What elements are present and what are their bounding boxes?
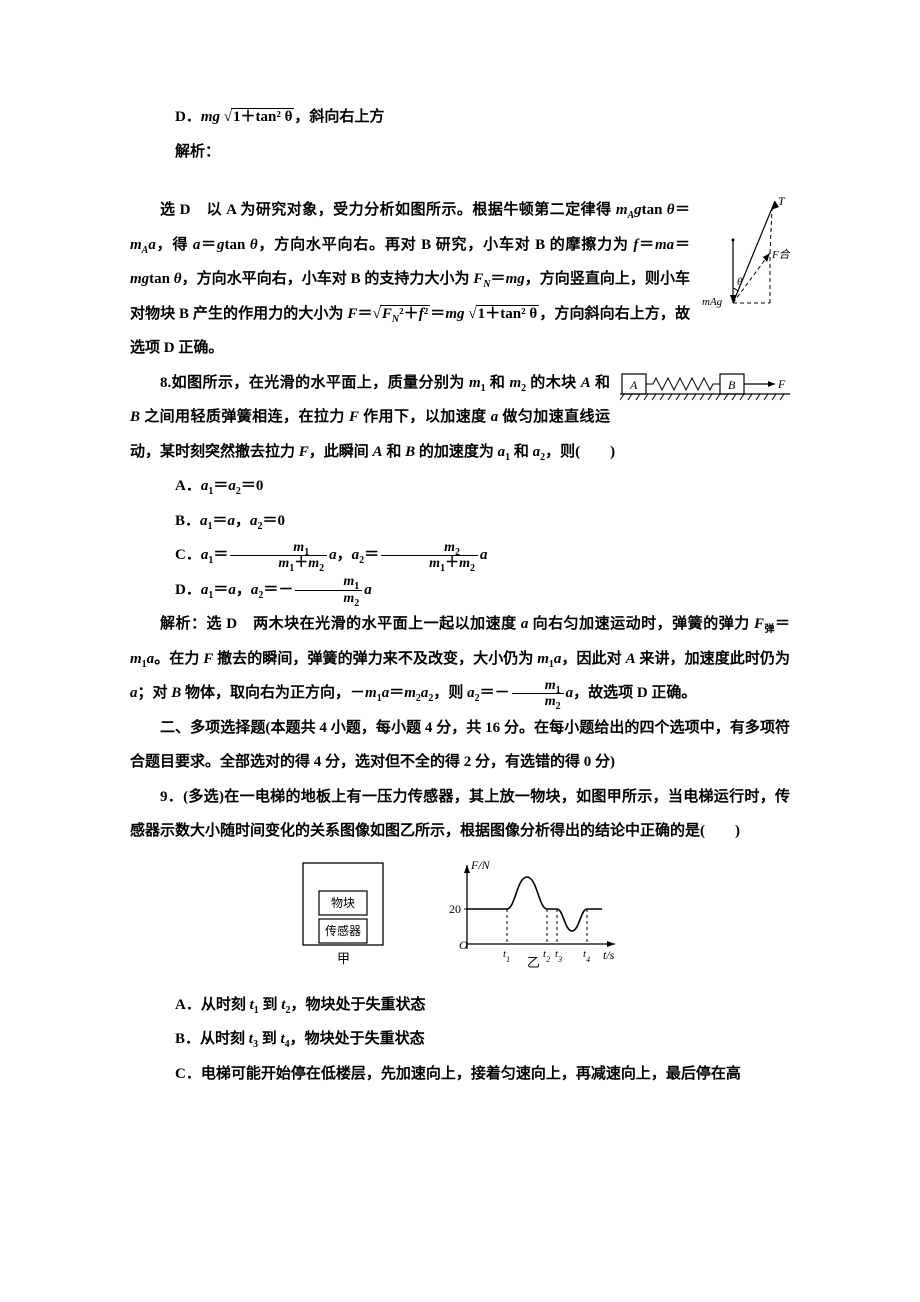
svg-text:20: 20 (449, 902, 461, 916)
q8-spring-diagram: A B F (620, 372, 790, 413)
svg-text:t3: t3 (555, 948, 562, 964)
q8-option-d: D．a1＝a，a2＝－m1m2a (130, 573, 790, 608)
svg-text:F: F (777, 377, 786, 391)
label-Fhe: F合 (771, 248, 790, 261)
q7-force-diagram: T F合 θ mAg (700, 193, 790, 318)
q8-solution: 解析：选 D 两木块在光滑的水平面上一起以加速度 a 向右匀加速运动时，弹簧的弹… (130, 607, 790, 711)
svg-text:t/s: t/s (603, 948, 615, 962)
svg-text:F/N: F/N (470, 859, 491, 872)
svg-text:传感器: 传感器 (325, 923, 361, 938)
q7-option-d: D．mg 1＋tan² θ，斜向右上方 (130, 100, 790, 135)
section2-heading: 二、多项选择题(本题共 4 小题，每小题 4 分，共 16 分。在每小题给出的四… (130, 711, 790, 780)
label-T: T (778, 194, 786, 208)
label-mAg: mAg (702, 296, 723, 308)
q9-option-a: A．从时刻 t1 到 t2，物块处于失重状态 (130, 988, 790, 1023)
q9-fig-left: 物块 传感器 甲 (293, 859, 393, 974)
jiexi-label: 解析： (130, 135, 790, 170)
q8-option-a: A．a1＝a2＝0 (130, 469, 790, 504)
svg-text:t1: t1 (503, 948, 510, 964)
svg-text:物块: 物块 (331, 896, 355, 910)
q9-fig-right: F/N t/s O 20 t1 t2 t3 t4 乙 (437, 859, 627, 974)
svg-text:O: O (459, 938, 468, 952)
svg-text:B: B (728, 378, 736, 392)
label-theta: θ (737, 276, 743, 288)
q9-option-c: C．电梯可能开始停在低楼层，先加速向上，接着匀速向上，再减速向上，最后停在高 (130, 1057, 790, 1092)
svg-text:甲: 甲 (337, 951, 350, 966)
svg-text:乙: 乙 (527, 955, 540, 969)
svg-text:t2: t2 (543, 948, 550, 964)
q7-solution: 选 D 以 A 为研究对象，受力分析如图所示。根据牛顿第二定律得 mAgtan … (130, 193, 790, 366)
q9-option-b: B．从时刻 t3 到 t4，物块处于失重状态 (130, 1022, 790, 1057)
svg-text:t4: t4 (583, 948, 590, 964)
svg-text:A: A (629, 378, 638, 392)
q8-option-b: B．a1＝a，a2＝0 (130, 504, 790, 539)
q8-option-c: C．a1＝m1m1＋m2a，a2＝m2m1＋m2a (130, 538, 790, 573)
q9-stem: 9．(多选)在一电梯的地板上有一压力传感器，其上放一物块，如图甲所示，当电梯运行… (130, 780, 790, 849)
